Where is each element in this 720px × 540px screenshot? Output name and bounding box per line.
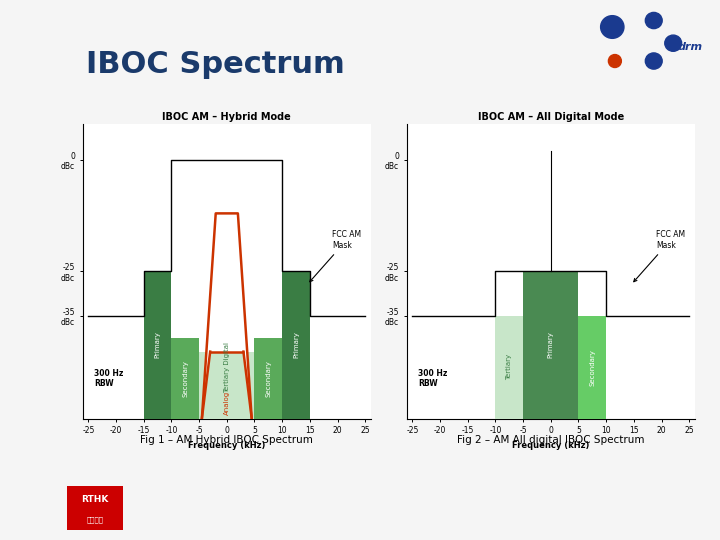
Text: Primary: Primary bbox=[293, 332, 299, 359]
Text: 香港電台: 香港電台 bbox=[86, 516, 103, 523]
Text: Tertiary Digital: Tertiary Digital bbox=[224, 342, 230, 393]
X-axis label: Frequency (kHz): Frequency (kHz) bbox=[188, 441, 266, 450]
Bar bbox=[282, 271, 310, 418]
Bar bbox=[578, 316, 606, 418]
X-axis label: Frequency (kHz): Frequency (kHz) bbox=[512, 441, 590, 450]
Title: IBOC AM – All Digital Mode: IBOC AM – All Digital Mode bbox=[477, 112, 624, 122]
Text: Primary: Primary bbox=[548, 332, 554, 359]
Bar bbox=[495, 316, 523, 418]
FancyBboxPatch shape bbox=[67, 486, 123, 530]
Text: Secondary: Secondary bbox=[182, 360, 188, 397]
Text: 300 Hz
RBW: 300 Hz RBW bbox=[94, 369, 123, 388]
Text: Secondary: Secondary bbox=[266, 360, 271, 397]
Text: Analog: Analog bbox=[224, 391, 230, 415]
Bar bbox=[171, 338, 199, 418]
Text: IBOC Spectrum: IBOC Spectrum bbox=[86, 50, 345, 79]
Bar bbox=[523, 271, 578, 418]
Text: Primary: Primary bbox=[155, 332, 161, 359]
Text: Fig 2 – AM All digital IBOC Spectrum: Fig 2 – AM All digital IBOC Spectrum bbox=[457, 435, 644, 445]
Text: FCC AM
Mask: FCC AM Mask bbox=[310, 231, 361, 282]
Text: Tertiary: Tertiary bbox=[506, 354, 512, 380]
Ellipse shape bbox=[645, 53, 662, 69]
Text: RTHK: RTHK bbox=[81, 495, 109, 504]
Polygon shape bbox=[202, 213, 252, 418]
Bar bbox=[144, 271, 171, 418]
Bar bbox=[254, 338, 282, 418]
Ellipse shape bbox=[608, 55, 621, 68]
Text: FCC AM
Mask: FCC AM Mask bbox=[634, 231, 685, 282]
Ellipse shape bbox=[645, 12, 662, 29]
Ellipse shape bbox=[600, 16, 624, 38]
Bar bbox=[199, 352, 254, 418]
Ellipse shape bbox=[665, 35, 682, 51]
Text: Fig 1 – AM Hybrid IBOC Spectrum: Fig 1 – AM Hybrid IBOC Spectrum bbox=[140, 435, 313, 445]
Text: 300 Hz
RBW: 300 Hz RBW bbox=[418, 369, 447, 388]
Title: IBOC AM – Hybrid Mode: IBOC AM – Hybrid Mode bbox=[163, 112, 291, 122]
Text: drm: drm bbox=[678, 42, 703, 52]
Text: Secondary: Secondary bbox=[590, 349, 595, 386]
